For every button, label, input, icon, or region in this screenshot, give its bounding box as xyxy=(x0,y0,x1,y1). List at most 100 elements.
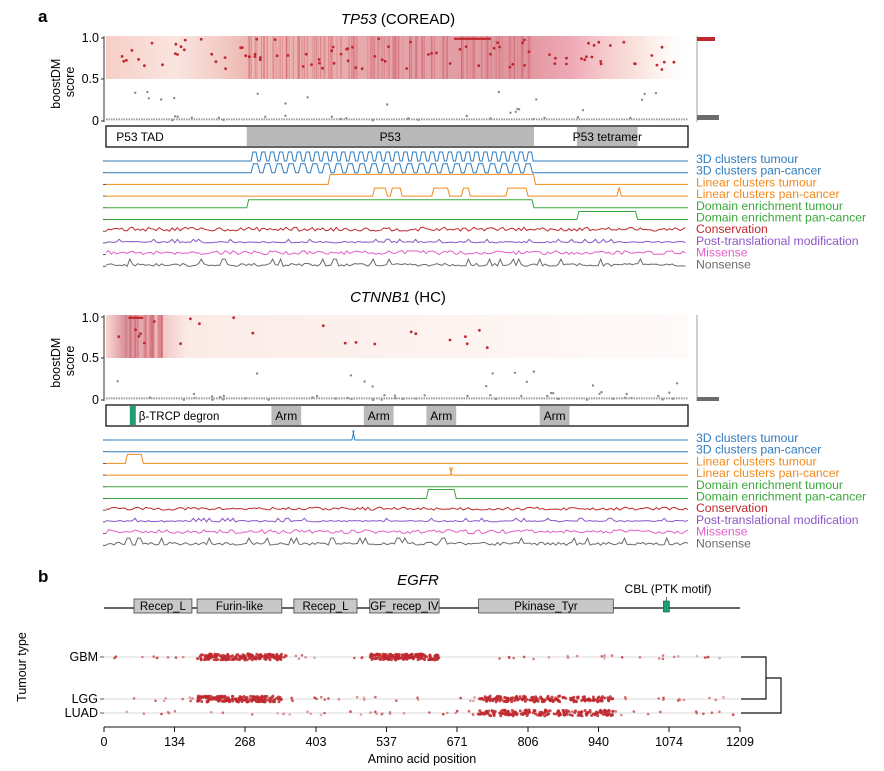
egfr-LUAD-point xyxy=(476,713,480,716)
tp53-passenger-point xyxy=(173,115,177,118)
egfr-LGG-dense-point xyxy=(499,695,503,699)
egfr-LGG-dense-point xyxy=(570,696,574,700)
tp53-track-line-5 xyxy=(106,211,688,220)
egfr-GBM-point xyxy=(353,656,356,660)
ctnnb1-heat-stripe xyxy=(161,315,163,358)
tp53-driver-point xyxy=(508,65,512,69)
tp53-heat-stripe xyxy=(263,36,265,79)
egfr-domain-box-3 xyxy=(369,598,440,614)
egfr-LUAD-dense-point xyxy=(606,713,610,717)
egfr-LGG-dense-point xyxy=(510,700,514,704)
egfr-GBM-point xyxy=(532,657,535,661)
egfr-GBM-dense-point xyxy=(423,658,427,662)
egfr-LUAD-point xyxy=(555,712,558,716)
ctnnb1-ylabel: boostDM score xyxy=(49,334,77,388)
ctnnb1-heat-stripe xyxy=(136,315,138,358)
tp53-ytick-05: 0.5 xyxy=(82,72,99,86)
egfr-LGG-dense-point xyxy=(530,695,534,699)
tp53-passenger-point xyxy=(146,90,149,94)
egfr-GBM-dense-point xyxy=(431,657,435,661)
egfr-LGG-dense-point xyxy=(268,700,272,704)
egfr-GBM-dense-point xyxy=(270,655,274,659)
tp53-heat-stripe xyxy=(517,36,519,79)
egfr-LGG-dense-point xyxy=(226,699,230,703)
tp53-driver-point xyxy=(253,55,257,58)
egfr-LGG-point xyxy=(154,699,157,703)
tp53-heat-stripe xyxy=(529,36,532,79)
ctnnb1-passenger-point xyxy=(349,374,353,377)
tp53-heat-stripe xyxy=(393,36,395,79)
tp53-heat-stripe xyxy=(513,36,515,79)
tp53-driver-point xyxy=(380,58,384,62)
tp53-heat-stripe xyxy=(371,36,373,79)
tp53-driver-point xyxy=(587,41,590,45)
egfr-LGG-point xyxy=(528,699,532,702)
tp53-heat-stripe xyxy=(340,36,342,79)
tp53-driver-point xyxy=(580,57,583,61)
ctnnb1-passenger-point xyxy=(520,394,523,398)
egfr-LGG-point xyxy=(416,696,419,699)
tp53-driver-point xyxy=(464,45,468,48)
tp53-passenger-point xyxy=(497,90,500,94)
ctnnb1-track-label-1: 3D clusters pan-cancer xyxy=(696,443,821,457)
ctnnb1-track-label-8: Missense xyxy=(696,525,748,539)
tp53-driver-point xyxy=(548,53,551,56)
egfr-GBM-dense-point xyxy=(198,655,202,659)
egfr-LUAD-dense-point xyxy=(598,710,602,714)
egfr-LUAD-dense-point xyxy=(493,709,497,713)
tp53-driver-point xyxy=(253,52,257,56)
tp53-driver-point xyxy=(304,52,308,56)
tp53-driver-point xyxy=(176,53,179,56)
ctnnb1-title: CTNNB1 (HC) xyxy=(350,289,446,306)
ctnnb1-heat-stripe xyxy=(150,315,152,358)
egfr-GBM-point xyxy=(620,656,624,659)
tp53-heat-stripe xyxy=(446,36,448,79)
ctnnb1-domain-label-0: β-TRCP degron xyxy=(139,411,220,423)
egfr-GBM-dense-point xyxy=(213,652,217,656)
egfr-GBM-dense-point xyxy=(370,654,374,657)
tp53-driver-point xyxy=(622,40,626,44)
egfr-GBM-dense-point xyxy=(241,653,245,657)
tp53-heat-stripe xyxy=(394,36,396,79)
egfr-LGG-point xyxy=(545,696,549,699)
egfr-LUAD-point xyxy=(455,709,459,713)
tp53-driver-point xyxy=(373,55,377,58)
egfr-LUAD-point xyxy=(166,710,170,714)
ctnnb1-track-line-6 xyxy=(105,506,689,511)
tp53-hist-bar-passenger xyxy=(697,115,719,120)
tp53-passenger-point xyxy=(173,96,176,100)
tp53-domain-label-2: P53 tetramer xyxy=(573,130,642,144)
egfr-LGG-dense-point xyxy=(495,698,499,702)
egfr-GBM-point xyxy=(600,655,604,658)
tp53-heat-stripe xyxy=(460,36,463,79)
egfr-LUAD-point xyxy=(359,713,363,716)
egfr-LGG-point xyxy=(320,695,323,699)
tp53-driver-point xyxy=(585,55,588,59)
tp53-driver-point xyxy=(332,61,336,65)
egfr-LGG-dense-point xyxy=(273,700,277,704)
egfr-GBM-dense-point xyxy=(402,657,406,661)
tp53-driver-point xyxy=(383,59,387,63)
egfr-GBM-point xyxy=(304,656,307,659)
tp53-driver-point xyxy=(608,44,612,47)
tp53-heat-stripe xyxy=(509,36,511,79)
egfr-LUAD-point xyxy=(540,711,544,714)
tp53-heat-stripes xyxy=(247,36,532,79)
egfr-LUAD-point xyxy=(288,713,292,716)
egfr-GBM-point xyxy=(382,655,385,659)
ctnnb1-heat-stripe xyxy=(151,315,153,358)
egfr-LUAD-point xyxy=(718,710,721,713)
egfr-LGG-point xyxy=(313,696,316,699)
ctnnb1-heat-stripe xyxy=(161,315,163,358)
egfr-GBM-point xyxy=(152,655,155,658)
ctnnb1-driver-point xyxy=(414,332,418,336)
ctnnb1-ytick-1: 1.0 xyxy=(82,311,99,325)
egfr-GBM-dense-point xyxy=(416,658,420,662)
ctnnb1-heat-stripe xyxy=(161,315,163,358)
tp53-driver-point xyxy=(247,55,251,59)
tp53-heat-stripe xyxy=(510,36,512,79)
egfr-LGG-dense-point xyxy=(237,696,241,700)
egfr-LGG-point xyxy=(395,699,398,702)
egfr-GBM-point xyxy=(638,656,642,659)
